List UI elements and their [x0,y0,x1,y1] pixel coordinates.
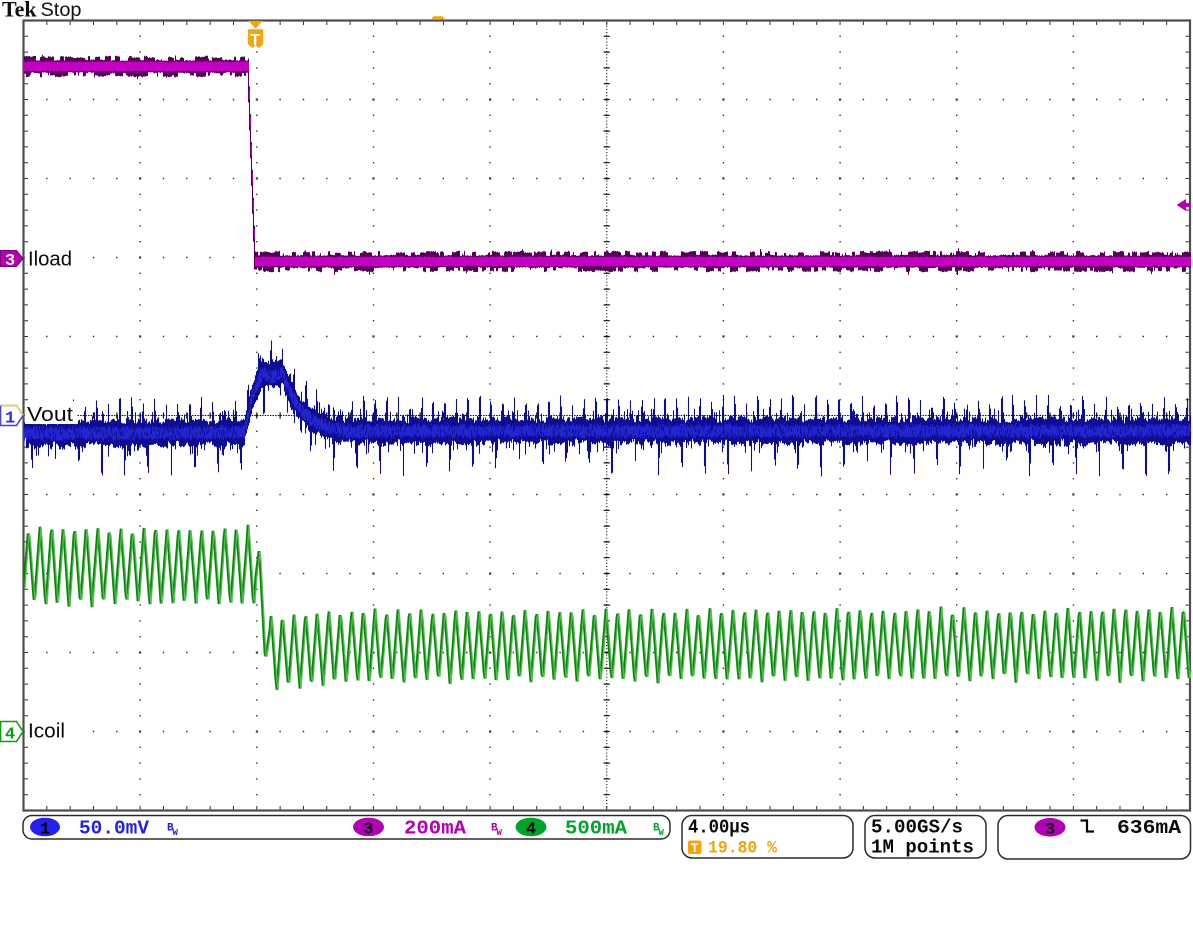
svg-text:3: 3 [5,252,15,271]
svg-text:W: W [173,828,179,838]
svg-text:T: T [691,841,699,855]
svg-text:W: W [659,828,665,838]
svg-text:3: 3 [1045,821,1055,840]
svg-text:T: T [250,32,260,49]
svg-text:B: B [653,823,660,835]
svg-text:3: 3 [364,821,374,840]
svg-text:Tek: Tek [2,0,37,22]
svg-text:4.00µs: 4.00µs [688,817,750,839]
svg-text:Icoil: Icoil [28,721,65,743]
svg-text:4: 4 [526,821,536,840]
svg-text:B: B [167,823,174,835]
svg-text:Vout: Vout [27,404,74,426]
svg-text:1: 1 [40,821,50,840]
svg-text:W: W [497,828,503,838]
svg-text:500mA: 500mA [565,818,627,840]
svg-text:Stop: Stop [41,0,82,21]
svg-text:B: B [491,823,498,835]
svg-text:19.80 %: 19.80 % [708,839,777,859]
svg-text:50.0mV: 50.0mV [79,818,149,840]
svg-text:200mA: 200mA [404,818,466,840]
svg-text:1M points: 1M points [871,837,974,859]
svg-text:1: 1 [5,410,15,429]
svg-text:5.00GS/s: 5.00GS/s [871,817,963,839]
svg-text:Iload: Iload [28,249,72,271]
svg-text:636mA: 636mA [1117,817,1181,839]
svg-text:4: 4 [5,726,15,745]
